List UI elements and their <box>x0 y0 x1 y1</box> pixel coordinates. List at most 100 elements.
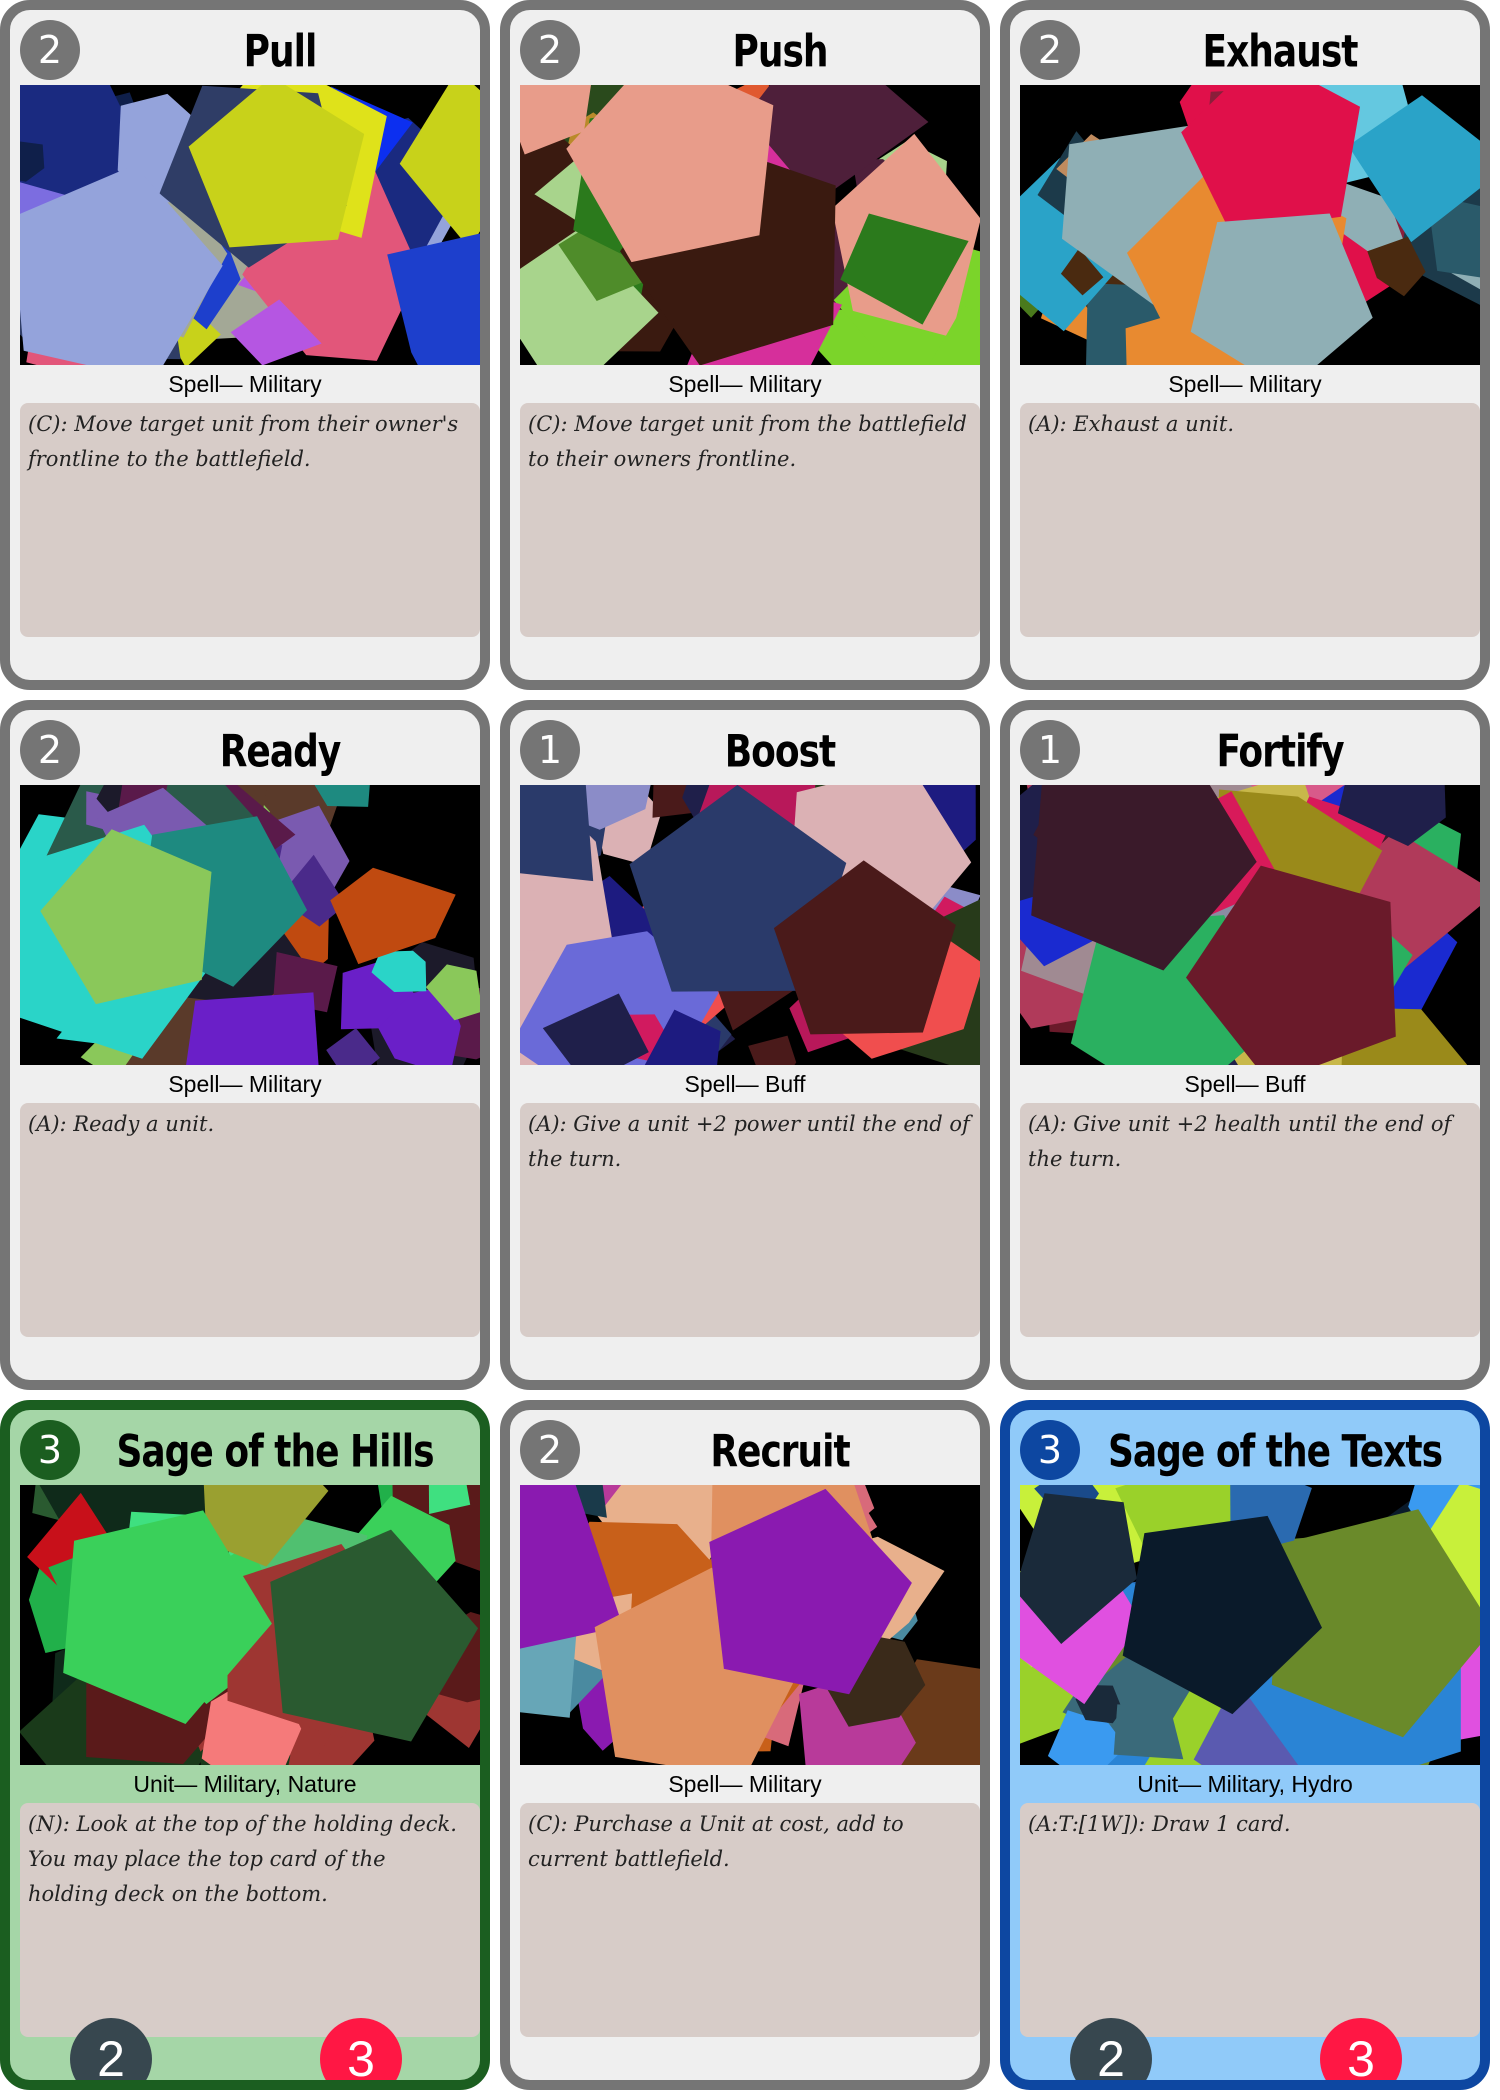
art-shape <box>1060 248 1104 296</box>
art-shape <box>186 992 319 1065</box>
card-type-line: Spell— Buff <box>1184 1071 1306 1097</box>
art-feature-shape <box>566 85 774 263</box>
art-feature-shape <box>709 1488 912 1695</box>
card-artwork <box>1020 85 1480 365</box>
cost-badge: 2 <box>1020 20 1080 80</box>
card-sage-of-the-hills[interactable]: 3 Sage of the Hills Unit— Military, Nature… <box>0 1400 490 2090</box>
card-artwork <box>20 85 480 365</box>
card-artwork <box>1020 785 1480 1065</box>
art-shape <box>1113 1704 1184 1760</box>
card-fortify[interactable]: 1 Fortify Spell— Buff (A): Give unit +2 hea… <box>1000 700 1490 1390</box>
art-shape <box>1337 785 1446 846</box>
art-shape <box>20 141 45 182</box>
art-shape <box>745 85 929 202</box>
card-rules-text: (N): Look at the top of the holding deck… <box>20 1803 480 2037</box>
cost-badge: 2 <box>520 20 580 80</box>
power-badge: 2 <box>1070 2018 1152 2080</box>
art-shape <box>520 785 594 882</box>
card-title: Boost <box>724 726 837 778</box>
art-shape <box>428 1485 471 1514</box>
card-type-line: Spell— Military <box>168 1071 322 1097</box>
abstract-art-image <box>520 785 980 1065</box>
art-feature-shape <box>1186 865 1396 1065</box>
card-artwork <box>1020 1485 1480 1765</box>
card-sage-of-the-texts[interactable]: 3 Sage of the Texts Unit— Military, Hydro (… <box>1000 1400 1490 2090</box>
abstract-art-image <box>520 1485 980 1765</box>
art-shape <box>928 305 980 365</box>
art-shape <box>520 85 591 155</box>
card-rules-text: (A): Exhaust a unit. <box>1020 403 1480 637</box>
card-rules-text: (C): Move target unit from their owner's… <box>20 403 480 637</box>
art-shape <box>1367 236 1426 297</box>
cost-badge: 2 <box>20 20 80 80</box>
art-feature-shape <box>773 860 956 1035</box>
art-shape <box>399 85 480 249</box>
art-feature-shape <box>1181 85 1360 233</box>
art-shape <box>840 213 969 325</box>
art-feature-shape <box>20 164 223 365</box>
card-type-line: Spell— Military <box>668 371 822 397</box>
art-shape <box>1062 124 1235 307</box>
card-pull[interactable]: 2 Pull Spell— Military (C): Move target uni… <box>0 0 490 690</box>
card-artwork <box>520 1485 980 1765</box>
card-type-line: Spell— Military <box>168 371 322 397</box>
art-feature-shape <box>1122 1515 1322 1715</box>
art-shape <box>314 785 370 807</box>
art-feature-shape <box>188 85 365 248</box>
card-rules-text: (A): Give a unit +2 power until the end … <box>520 1103 980 1337</box>
card-artwork <box>20 785 480 1065</box>
art-feature-shape <box>40 829 212 1005</box>
card-title: Ready <box>219 726 342 778</box>
art-shape <box>425 964 480 1021</box>
art-shape <box>387 233 480 365</box>
card-type-line: Unit— Military, Nature <box>133 1771 357 1797</box>
cost-badge: 1 <box>1020 720 1080 780</box>
card-title: Sage of the Hills <box>116 1426 434 1478</box>
card-type-line: Spell— Buff <box>684 1071 806 1097</box>
art-feature-shape <box>1271 1509 1480 1738</box>
art-shape <box>1047 1710 1127 1765</box>
card-type-line: Spell— Military <box>1168 371 1322 397</box>
art-shape <box>1430 198 1480 278</box>
cost-badge: 2 <box>20 720 80 780</box>
art-shape <box>748 1035 797 1065</box>
abstract-art-image <box>1020 85 1480 365</box>
card-push[interactable]: 2 Push Spell— Military (C): Move target uni… <box>500 0 990 690</box>
card-rules-text: (C): Purchase a Unit at cost, add to cur… <box>520 1803 980 2037</box>
art-feature-shape <box>270 1529 479 1742</box>
abstract-art-image <box>20 1485 480 1765</box>
card-title: Pull <box>243 26 318 78</box>
abstract-art-image <box>520 85 980 365</box>
art-shape <box>520 1485 623 1649</box>
card-rules-text: (A): Ready a unit. <box>20 1103 480 1337</box>
card-recruit[interactable]: 2 Recruit Spell— Military (C): Purchase a U… <box>500 1400 990 2090</box>
card-type-line: Spell— Military <box>668 1771 822 1797</box>
card-artwork <box>20 1485 480 1765</box>
art-shape <box>203 1485 329 1567</box>
art-shape <box>378 986 461 1065</box>
card-rules-text: (A): Give unit +2 health until the end o… <box>1020 1103 1480 1337</box>
abstract-art-image <box>1020 785 1480 1065</box>
health-badge: 3 <box>1320 2018 1402 2080</box>
health-badge: 3 <box>320 2018 402 2080</box>
card-boost[interactable]: 1 Boost Spell— Buff (A): Give a unit +2 pow… <box>500 700 990 1390</box>
card-type-line: Unit— Military, Hydro <box>1137 1771 1353 1797</box>
cost-badge: 3 <box>20 1420 80 1480</box>
art-feature-shape <box>1031 785 1257 971</box>
card-rules-text: (C): Move target unit from the battlefie… <box>520 403 980 637</box>
art-shape <box>330 867 456 965</box>
art-shape <box>371 950 427 992</box>
cost-badge: 1 <box>520 720 580 780</box>
art-feature-shape <box>63 1510 272 1724</box>
art-feature-shape <box>1190 213 1373 365</box>
art-shape <box>1020 1493 1137 1644</box>
abstract-art-image <box>20 785 480 1065</box>
art-shape <box>230 299 322 365</box>
card-ready[interactable]: 2 Ready Spell— Military (A): Ready a unit. <box>0 700 490 1390</box>
card-exhaust[interactable]: 2 Exhaust Spell— Military (A): Exhaust a un… <box>1000 0 1490 690</box>
power-badge: 2 <box>70 2018 152 2080</box>
card-artwork <box>520 85 980 365</box>
abstract-art-image <box>20 85 480 365</box>
card-title: Sage of the Texts <box>1107 1426 1443 1478</box>
card-artwork <box>520 785 980 1065</box>
